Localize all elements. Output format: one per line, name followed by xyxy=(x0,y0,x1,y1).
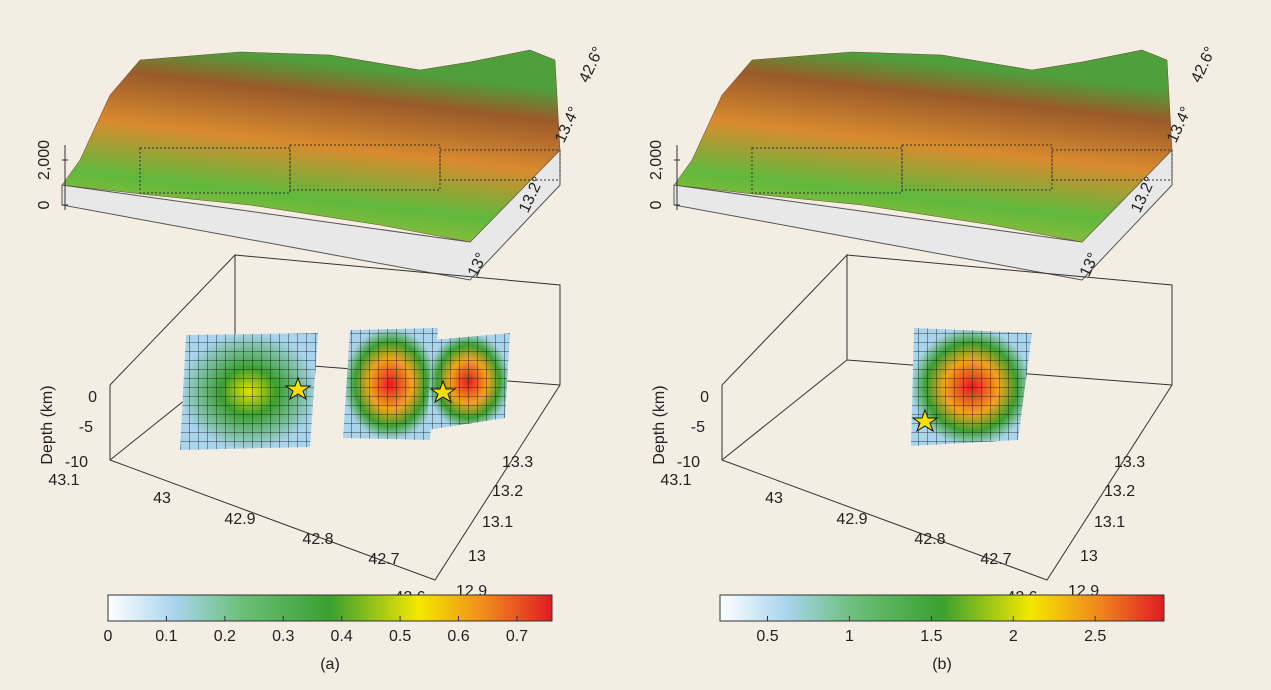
z-axis-label: Depth (km) xyxy=(651,385,668,464)
lat-tick-label: 42.8 xyxy=(302,531,333,548)
colorbar-tick-label: 1 xyxy=(845,628,854,645)
lat-tick-label: 43 xyxy=(153,490,171,507)
caption: (b) xyxy=(932,656,952,673)
colorbar-tick-label: 0 xyxy=(104,628,113,645)
lon-tick-label: 13.3 xyxy=(502,454,533,471)
lat-tick-label: 43.1 xyxy=(48,472,79,489)
colorbar-tick-label: 0.3 xyxy=(272,628,294,645)
colorbar xyxy=(720,595,1164,621)
depth-tick-label: -5 xyxy=(79,419,93,436)
elevation-tick-label: 0 xyxy=(648,200,665,209)
depth-tick-label: 0 xyxy=(88,389,97,406)
depth-tick-label: -10 xyxy=(65,454,88,471)
lat-tick-label: 43.1 xyxy=(660,472,691,489)
elevation-tick-label: 0 xyxy=(36,200,53,209)
colorbar-tick-label: 0.1 xyxy=(155,628,177,645)
lat-tick-label: 42.9 xyxy=(836,511,867,528)
lat-tick-label: 42.9 xyxy=(224,511,255,528)
colorbar xyxy=(108,595,552,621)
slip-grid xyxy=(343,328,438,440)
lon-tick-label: 13.1 xyxy=(1094,514,1125,531)
depth-tick-label: 0 xyxy=(700,389,709,406)
z-axis-label: Depth (km) xyxy=(39,385,56,464)
lat-tick-label: 42.7 xyxy=(980,551,1011,568)
lat-tick-label: 43 xyxy=(765,490,783,507)
box-frame xyxy=(722,360,847,460)
lat-tick-label: 42.6° xyxy=(1188,44,1219,85)
depth-tick-label: -5 xyxy=(691,419,705,436)
lon-tick-label: 13 xyxy=(1080,548,1098,565)
figure: 02,00013°13.2°13.4°42.6°0-5-10Depth (km)… xyxy=(0,0,1271,690)
box-frame xyxy=(722,255,847,385)
colorbar-tick-label: 0.5 xyxy=(756,628,778,645)
lon-tick-label: 13 xyxy=(468,548,486,565)
lat-tick-label: 42.7 xyxy=(368,551,399,568)
colorbar-tick-label: 2 xyxy=(1009,628,1018,645)
lon-tick-label: 13.2 xyxy=(492,483,523,500)
lon-tick-label: 13.2 xyxy=(1104,483,1135,500)
slip-grid xyxy=(427,333,510,430)
page: {"chart_data": [ {"type": "surface3d", "… xyxy=(0,0,1271,690)
depth-tick-label: -10 xyxy=(677,454,700,471)
lat-tick-label: 42.6° xyxy=(576,44,607,85)
caption: (a) xyxy=(320,656,340,673)
lon-tick-label: 13.1 xyxy=(482,514,513,531)
colorbar-tick-label: 0.7 xyxy=(506,628,528,645)
colorbar-tick-label: 0.4 xyxy=(331,628,353,645)
colorbar-tick-label: 2.5 xyxy=(1084,628,1106,645)
colorbar-tick-label: 0.5 xyxy=(389,628,411,645)
colorbar-tick-label: 0.2 xyxy=(214,628,236,645)
elevation-tick-label: 2,000 xyxy=(648,140,665,180)
lon-tick-label: 13.3 xyxy=(1114,454,1145,471)
elevation-tick-label: 2,000 xyxy=(36,140,53,180)
lat-tick-label: 42.8 xyxy=(914,531,945,548)
colorbar-tick-label: 0.6 xyxy=(447,628,469,645)
colorbar-tick-label: 1.5 xyxy=(920,628,942,645)
